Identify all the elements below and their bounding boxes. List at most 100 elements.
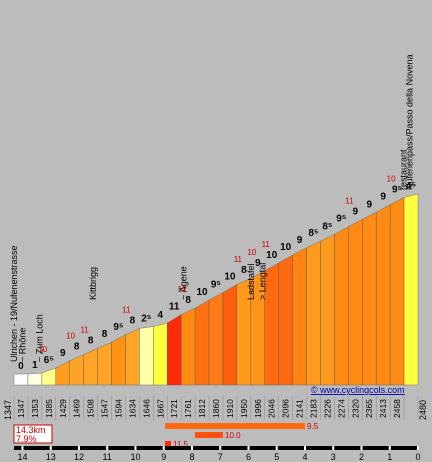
km-tick (417, 446, 419, 450)
altitude-label: 1812 (197, 399, 207, 418)
km-tick (106, 446, 109, 450)
km-tick (303, 446, 306, 450)
gradient-label: 2⁵ (141, 313, 152, 324)
km-tick (332, 446, 335, 450)
profile-segment (139, 326, 154, 386)
landmark-label: ~ Rhône (17, 328, 27, 362)
profile-segment (278, 254, 293, 386)
profile-segment (97, 341, 112, 386)
profile-segment (306, 240, 321, 386)
gradient-label: 9 (297, 235, 303, 246)
gradient-label: 9 (380, 192, 386, 203)
km-tick-label: 11 (103, 452, 112, 462)
summary-gradient: 7.9% (16, 434, 37, 444)
altitude-label: 1347 (16, 399, 26, 418)
km-tick-label: 3 (331, 452, 336, 462)
altitude-label: 2226 (322, 399, 332, 418)
max-gradient-label: 11 (345, 196, 354, 205)
altitude-label: 2096 (281, 399, 291, 418)
max-gradient-label: 11 (80, 325, 89, 334)
km-axis: 14 13 12 11 10 9 8 7 6 5 4 3 2 1 0 (17, 446, 421, 462)
profile-segment (153, 322, 168, 386)
km-tick-label: 9 (161, 452, 166, 462)
altitude-label: 1667 (155, 399, 165, 418)
altitude-label: 1950 (239, 399, 249, 418)
gradient-label: 10 (266, 250, 278, 261)
gradient-label: 8 (88, 335, 94, 346)
km-tick-label: 14 (17, 452, 27, 462)
gradient-label: 10 (197, 287, 209, 298)
km-tick-label: 0 (415, 452, 420, 462)
altitude-label: 1594 (113, 399, 123, 418)
legend-value: 10.0 (225, 431, 241, 440)
summary-distance: 14.3km (16, 425, 46, 435)
gradient-label: 8 (185, 295, 191, 306)
profile-segment (292, 247, 307, 386)
km-tick-label: 2 (359, 452, 364, 462)
start-altitude-label: 1347 (3, 400, 13, 420)
altitude-label: 1353 (30, 399, 40, 418)
km-tick-label: 12 (74, 452, 84, 462)
landmark-label: > Lengtal (257, 263, 267, 300)
legend-bar (195, 432, 223, 438)
profile-segment (389, 197, 405, 386)
km-tick-label: 4 (302, 452, 307, 462)
altitude-label: 2413 (378, 399, 388, 418)
km-tick (49, 446, 52, 450)
landmarks: Ulrichen - 19/Nufenenstrasse~ Rhône ~ Zum… (9, 54, 415, 362)
altitude-label: 1429 (58, 399, 68, 418)
landmark-label: Kittbrigg (88, 267, 98, 300)
profile-segment (362, 211, 377, 386)
altitude-label: 2141 (295, 399, 305, 418)
gradient-label: 8 (74, 342, 80, 353)
altitude-label: 2274 (336, 399, 346, 418)
altitude-labels: 1347 1353 1385 1429 1469 1508 1547 1594 1634 1646… (13, 396, 419, 420)
gradient-label: 9 (366, 199, 372, 210)
km-tick (219, 446, 222, 450)
km-tick (77, 446, 80, 450)
profile-segment (376, 204, 391, 386)
landmark-label: ~ Zum Loch (34, 314, 44, 362)
altitude-label: 1508 (86, 399, 96, 418)
end-altitude-label: 2480 (418, 400, 428, 420)
km-tick-label: 8 (189, 452, 194, 462)
altitude-label: 1385 (44, 399, 54, 418)
altitude-label: 1860 (211, 399, 221, 418)
km-tick (21, 446, 24, 450)
profile-segment (403, 193, 419, 386)
km-tick-label: 13 (46, 452, 56, 462)
max-gradient-label: 11 (262, 240, 271, 249)
gradient-label: 6⁵ (44, 355, 55, 366)
km-tick (190, 446, 193, 450)
km-tick-label: 6 (246, 452, 251, 462)
summary-box (13, 424, 53, 444)
max-gradient-label: 10 (66, 332, 75, 341)
max-gradient-label: 11 (234, 255, 243, 264)
altitude-label: 2320 (350, 399, 360, 418)
gradient-label: 8 (241, 265, 247, 276)
gradient-label: 4 (157, 310, 163, 321)
landmark-label: Ladstafel (246, 263, 256, 300)
landmark-label: restaurant (399, 149, 409, 190)
altitude-label: 2183 (309, 399, 319, 418)
altitude-label: 1634 (127, 399, 137, 418)
credit-text[interactable]: © www.cyclingcols.com (311, 385, 405, 395)
legend-value: 11.5 (173, 440, 189, 449)
gradient-label: 9⁵ (336, 214, 347, 225)
profile-segment (334, 226, 349, 386)
profile-segment (167, 314, 182, 386)
km-tick-label: 1 (387, 452, 392, 462)
altitude-label: 2365 (364, 399, 374, 418)
legend-value: 9.5 (307, 422, 319, 431)
gradient-label: 4⁵ (406, 181, 417, 192)
profile-segment (348, 219, 363, 386)
km-tick (247, 446, 250, 450)
gradient-label: 0 (18, 361, 24, 372)
km-tick-label: 5 (274, 452, 279, 462)
profile-segment (320, 234, 335, 386)
km-tick-label: 7 (218, 452, 223, 462)
km-tick-label: 10 (130, 452, 140, 462)
max-gradient-label: 10 (38, 345, 47, 354)
landmark-label: ~ Ägene (178, 266, 188, 300)
profile-segment (111, 334, 126, 386)
